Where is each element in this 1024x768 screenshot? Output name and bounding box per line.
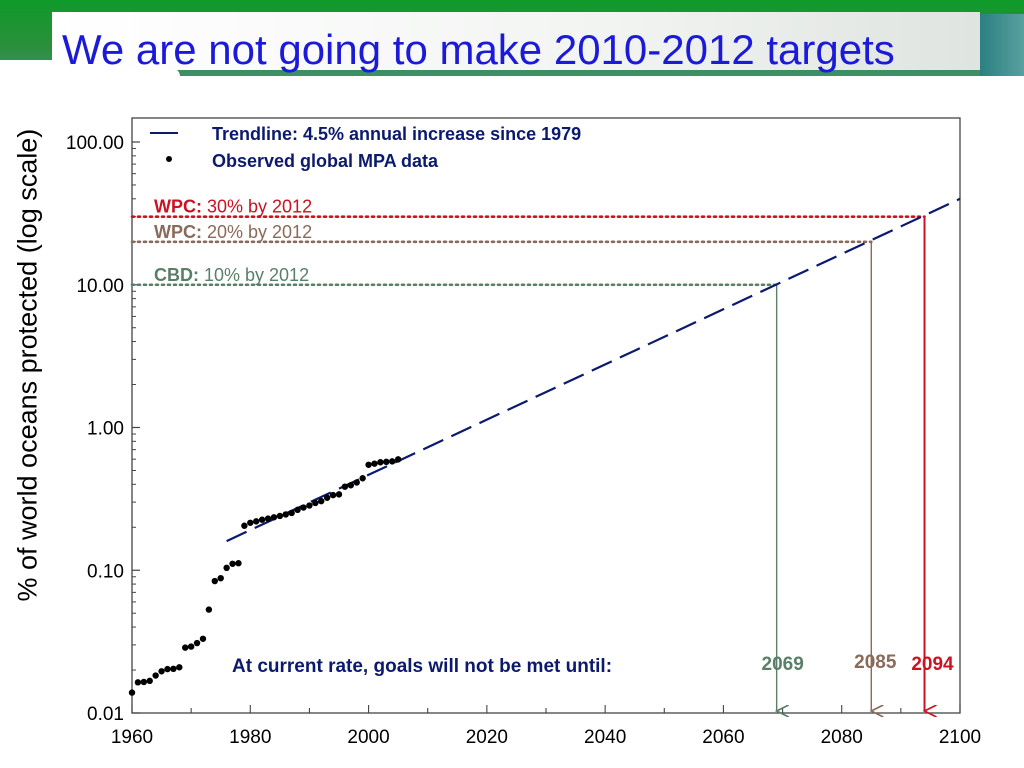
y-tick-label: 1.00 bbox=[87, 419, 124, 440]
data-point bbox=[353, 479, 360, 486]
x-tick-label: 2040 bbox=[584, 727, 626, 748]
data-point bbox=[235, 560, 242, 567]
legend-label: Observed global MPA data bbox=[212, 151, 439, 171]
data-point bbox=[300, 504, 307, 511]
data-point bbox=[158, 668, 165, 675]
x-tick-label: 2020 bbox=[466, 727, 508, 748]
header-accent bbox=[980, 14, 1024, 76]
data-point bbox=[264, 515, 272, 522]
y-tick-label: 0.01 bbox=[87, 704, 124, 725]
data-point bbox=[270, 514, 278, 521]
data-point bbox=[170, 665, 177, 673]
x-tick-label: 2080 bbox=[821, 727, 863, 748]
year-label: 2085 bbox=[854, 652, 897, 673]
data-point bbox=[229, 560, 236, 567]
year-label: 2069 bbox=[762, 654, 804, 675]
data-point bbox=[323, 494, 331, 501]
legend-label: Trendline: 4.5% annual increase since 19… bbox=[212, 124, 581, 144]
x-tick-label: 2100 bbox=[939, 727, 981, 748]
page-title: We are not going to make 2010-2012 targe… bbox=[62, 26, 895, 73]
y-axis-label: % of world oceans protected (log scale) bbox=[12, 128, 43, 602]
data-point bbox=[223, 564, 230, 572]
y-tick-label: 100.00 bbox=[66, 133, 124, 154]
data-point bbox=[282, 511, 289, 518]
target-org: WPC: bbox=[154, 222, 202, 242]
data-point bbox=[140, 678, 148, 686]
data-point bbox=[288, 509, 295, 517]
data-point bbox=[371, 460, 378, 467]
data-point bbox=[152, 672, 159, 679]
data-point bbox=[377, 459, 384, 466]
target-org: WPC: bbox=[154, 197, 202, 217]
data-point bbox=[247, 519, 254, 526]
data-point bbox=[335, 491, 343, 498]
data-point bbox=[312, 499, 319, 507]
data-point bbox=[258, 516, 266, 523]
data-point bbox=[128, 689, 136, 696]
data-point bbox=[176, 664, 183, 671]
target-label: WPC: 20% by 2012 bbox=[154, 222, 312, 242]
data-point bbox=[241, 522, 248, 529]
data-point bbox=[359, 475, 366, 482]
target-text: 30% by 2012 bbox=[202, 197, 312, 217]
target-text: 10% by 2012 bbox=[199, 265, 309, 285]
target-org: CBD: bbox=[154, 265, 199, 285]
data-point bbox=[365, 461, 372, 468]
x-tick-label: 1980 bbox=[229, 727, 271, 748]
data-point bbox=[187, 643, 195, 650]
x-tick-label: 2000 bbox=[347, 727, 389, 748]
target-label: CBD: 10% by 2012 bbox=[154, 265, 309, 285]
data-point bbox=[347, 482, 355, 489]
data-point bbox=[306, 502, 313, 509]
target-text: 20% by 2012 bbox=[202, 222, 312, 242]
data-point bbox=[253, 518, 260, 525]
target-label: WPC: 30% by 2012 bbox=[154, 197, 312, 217]
x-tick-label: 2060 bbox=[702, 727, 744, 748]
data-point bbox=[211, 577, 218, 585]
data-point bbox=[294, 506, 301, 514]
data-point bbox=[182, 644, 189, 651]
y-tick-label: 0.10 bbox=[87, 561, 124, 582]
data-point bbox=[134, 679, 142, 686]
data-point bbox=[217, 574, 224, 582]
y-tick-label: 10.00 bbox=[76, 276, 124, 297]
data-point bbox=[164, 665, 171, 673]
annotation: At current rate, goals will not be met u… bbox=[232, 656, 612, 677]
data-point bbox=[318, 497, 325, 505]
trendline bbox=[226, 197, 961, 543]
title-box bbox=[52, 12, 980, 70]
data-point bbox=[329, 491, 337, 499]
data-point bbox=[389, 458, 396, 465]
year-label: 2094 bbox=[911, 654, 954, 675]
x-tick-label: 1960 bbox=[111, 727, 153, 748]
data-point bbox=[199, 635, 207, 642]
data-point bbox=[205, 606, 213, 613]
legend-marker-observed bbox=[166, 156, 172, 162]
data-point bbox=[276, 512, 284, 520]
data-point bbox=[394, 456, 402, 463]
data-point bbox=[146, 677, 153, 685]
data-point bbox=[383, 458, 390, 466]
data-point bbox=[341, 483, 349, 490]
data-point bbox=[193, 639, 201, 647]
